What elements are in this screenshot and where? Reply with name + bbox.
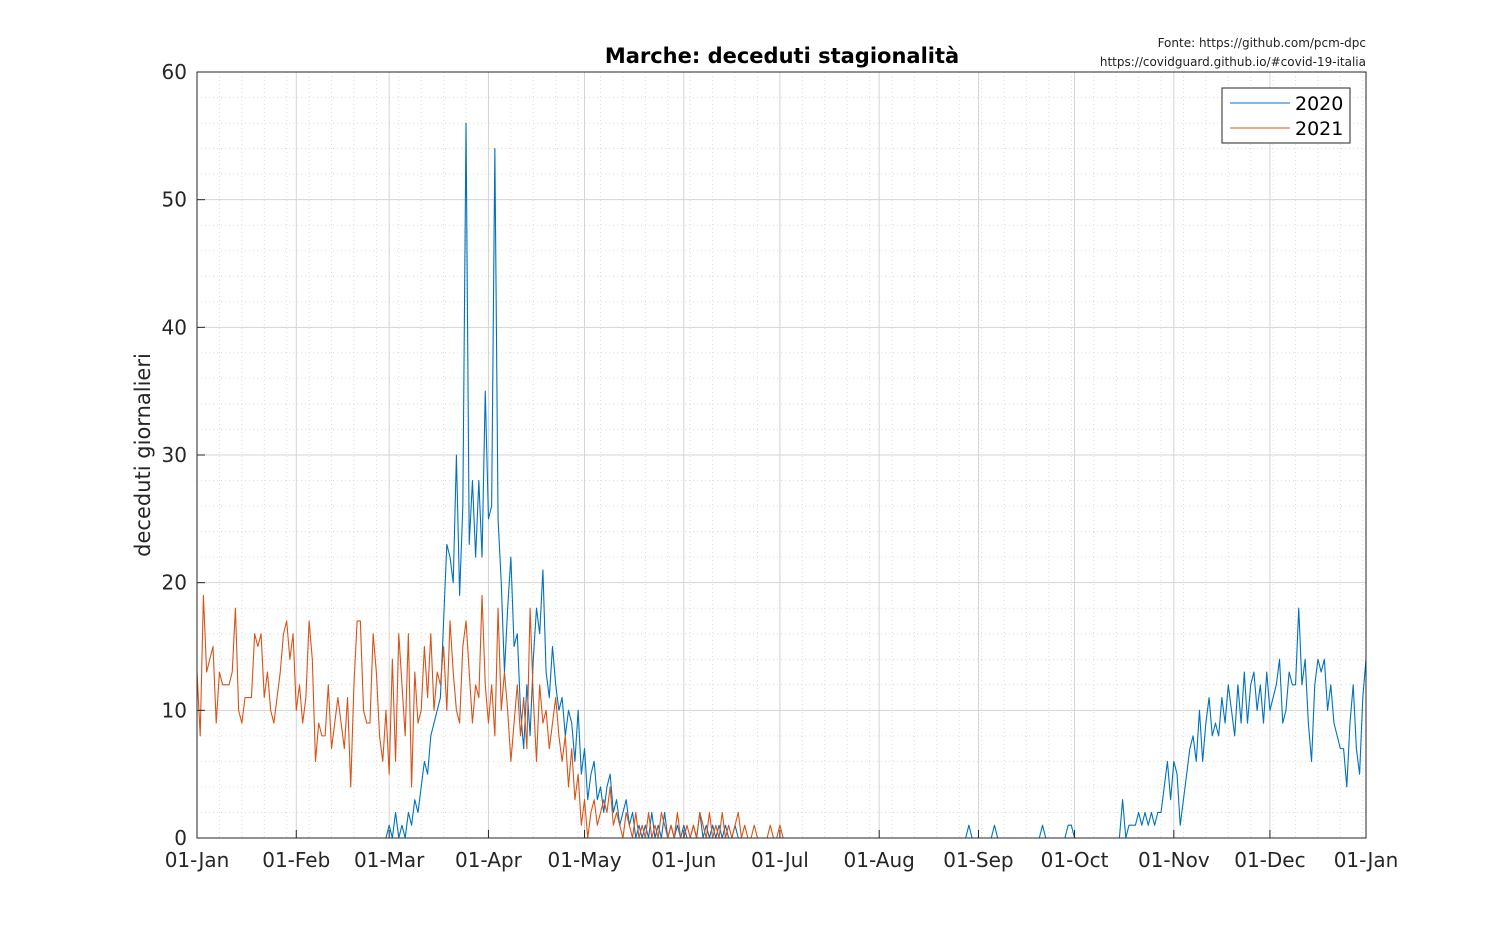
- y-tick-label: 20: [162, 571, 187, 595]
- series-line-2020: [197, 122, 1367, 839]
- chart-title: Marche: deceduti stagionalità: [605, 44, 959, 68]
- x-tick-label: 01-Feb: [262, 848, 330, 872]
- series-line-2021: [196, 594, 784, 839]
- legend-box: [1221, 87, 1351, 144]
- x-tick-label: 01-Oct: [1041, 848, 1109, 872]
- x-tick-label: 01-May: [548, 848, 622, 872]
- source-line-2: https://covidguard.github.io/#covid-19-i…: [1100, 55, 1366, 69]
- x-tick-label: 01-Aug: [844, 848, 915, 872]
- x-tick-label: 01-Jul: [751, 848, 809, 872]
- y-tick-label: 0: [174, 826, 187, 850]
- y-tick-label: 60: [162, 60, 187, 84]
- x-tick-label: 01-Jan: [165, 848, 230, 872]
- y-tick-label: 30: [162, 443, 187, 467]
- x-tick-label: 01-Nov: [1138, 848, 1210, 872]
- legend: 2020 2021: [1221, 87, 1351, 144]
- y-axis-ticks: 0 10 20 30 40 50 60: [162, 60, 205, 850]
- x-tick-label: 01-Sep: [943, 848, 1013, 872]
- x-tick-label: 01-Dec: [1234, 848, 1305, 872]
- y-tick-label: 50: [162, 188, 187, 212]
- source-line-1: Fonte: https://github.com/pcm-dpc: [1158, 36, 1366, 50]
- y-axis-label: deceduti giornalieri: [131, 353, 155, 557]
- x-tick-label: 01-Jan: [1334, 848, 1399, 872]
- legend-label-2020: 2020: [1295, 93, 1343, 115]
- y-tick-label: 10: [162, 698, 187, 722]
- minor-grid: [197, 72, 1366, 838]
- x-tick-label: 01-Apr: [455, 848, 523, 872]
- y-tick-label: 40: [162, 315, 187, 339]
- series-layer: [196, 122, 1367, 839]
- x-tick-label: 01-Jun: [651, 848, 716, 872]
- x-axis-ticks: 01-Jan 01-Feb 01-Mar 01-Apr 01-May 01-Jun 01-J…: [165, 830, 1399, 872]
- x-tick-label: 01-Mar: [354, 848, 425, 872]
- legend-label-2021: 2021: [1295, 118, 1343, 140]
